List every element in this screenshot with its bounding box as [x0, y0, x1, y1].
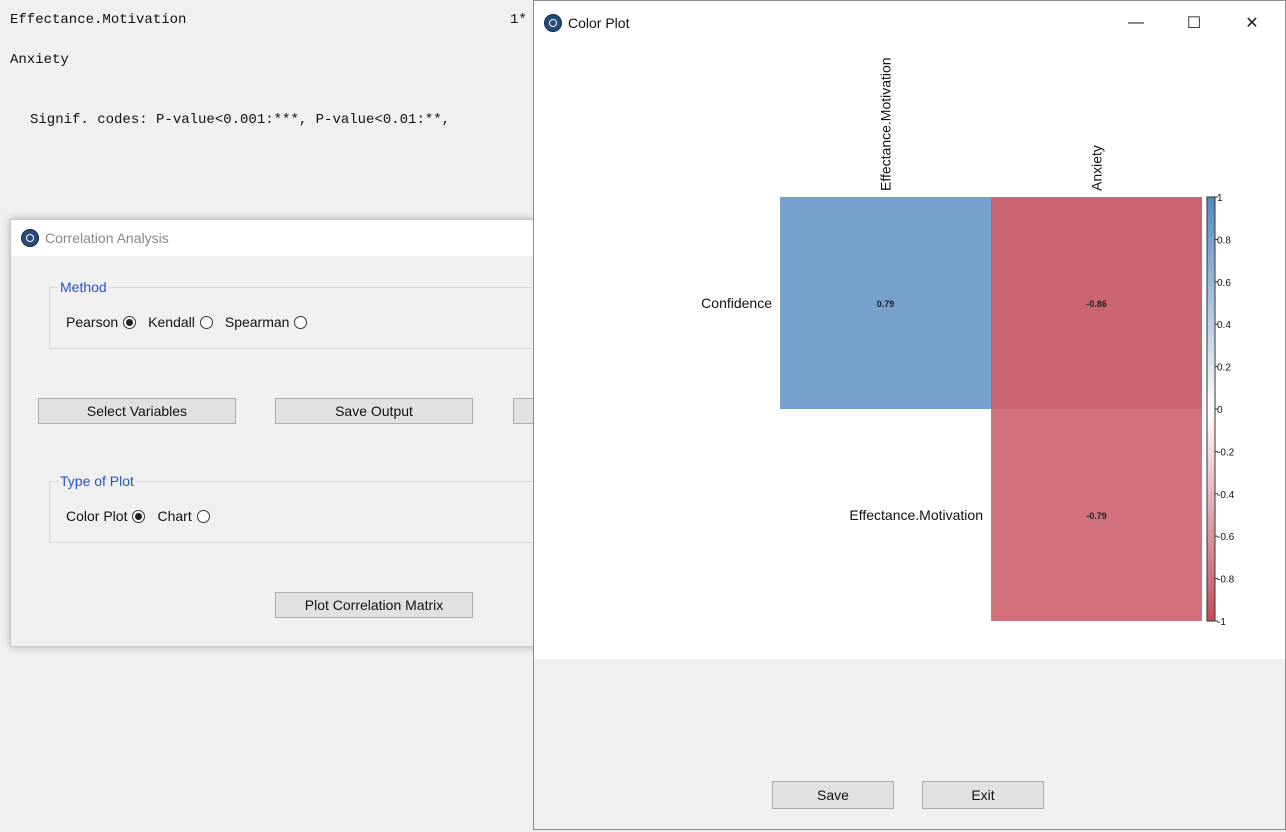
method-groupbox: Method Pearson Kendall Spearman	[49, 279, 549, 349]
colorbar-tick-label: -0.6	[1217, 532, 1235, 543]
radio-color-plot[interactable]	[132, 509, 146, 523]
heatmap-cell	[780, 197, 991, 409]
colorbar	[1206, 196, 1216, 622]
plot-type-radio-row: Color Plot Chart	[66, 508, 222, 524]
plot-type-color[interactable]: Color Plot	[66, 508, 146, 524]
plot-type-legend: Type of Plot	[58, 473, 136, 489]
colorbar-tick-label: 0.4	[1217, 320, 1231, 331]
heatmap-cell-label: -0.86	[1086, 299, 1107, 309]
method-spearman[interactable]: Spearman	[225, 314, 308, 330]
color-plot-titlebar[interactable]: Color Plot — ☐ ✕	[534, 1, 1285, 45]
method-spearman-label: Spearman	[224, 314, 290, 330]
column-label: Effectance.Motivation	[878, 57, 894, 191]
select-variables-button[interactable]: Select Variables	[38, 398, 236, 424]
correlation-heatmap: 0.79 -0.86 -0.79 Effectance.Motivation Anxie…	[701, 57, 1235, 628]
color-plot-title: Color Plot	[568, 15, 630, 31]
colorbar-tick-label: -1	[1217, 617, 1226, 628]
console-line-effectance: Effectance.Motivation	[10, 12, 187, 28]
console-line-value: 1*	[510, 12, 527, 28]
plot-type-chart[interactable]: Chart	[157, 508, 210, 524]
colorbar-tick-label: 0.2	[1217, 363, 1231, 374]
colorbar-tick-label: 1	[1217, 193, 1223, 204]
method-pearson-label: Pearson	[66, 314, 119, 330]
console-line-anxiety: Anxiety	[10, 52, 69, 68]
radio-spearman[interactable]	[294, 315, 308, 329]
app-logo-icon	[21, 229, 39, 247]
console-signif-codes: Signif. codes: P-value<0.001:***, P-valu…	[30, 112, 451, 128]
correlation-window-title: Correlation Analysis	[45, 230, 169, 246]
plot-type-chart-label: Chart	[157, 508, 192, 524]
plot-type-color-label: Color Plot	[66, 508, 128, 524]
save-output-button[interactable]: Save Output	[275, 398, 473, 424]
heatmap-cell-label: 0.79	[877, 299, 895, 309]
method-pearson[interactable]: Pearson	[66, 314, 137, 330]
plot-correlation-matrix-button[interactable]: Plot Correlation Matrix	[275, 592, 473, 618]
correlation-window-titlebar[interactable]: Correlation Analysis	[11, 220, 551, 256]
exit-button[interactable]: Exit	[922, 781, 1044, 809]
colorbar-tick-label: 0	[1217, 405, 1223, 416]
plot-area: 0.79 -0.86 -0.79 Effectance.Motivation Anxie…	[534, 45, 1285, 659]
minimize-icon[interactable]: —	[1128, 14, 1144, 31]
correlation-analysis-window: Correlation Analysis Method Pearson Kend…	[10, 219, 552, 647]
method-radio-row: Pearson Kendall Spearman	[66, 314, 319, 330]
close-icon[interactable]: ✕	[1245, 15, 1259, 32]
plot-type-groupbox: Type of Plot Color Plot Chart	[49, 473, 549, 543]
row-label: Confidence	[701, 295, 772, 311]
colorbar-tick-label: -0.8	[1217, 575, 1235, 586]
method-legend: Method	[58, 279, 109, 295]
colorbar-tick-label: 0.8	[1217, 235, 1231, 246]
app-logo-icon	[544, 14, 562, 32]
radio-pearson[interactable]	[123, 315, 137, 329]
radio-kendall[interactable]	[199, 315, 213, 329]
method-kendall[interactable]: Kendall	[148, 314, 213, 330]
row-label: Effectance.Motivation	[849, 507, 983, 523]
method-kendall-label: Kendall	[148, 314, 195, 330]
colorbar-tick-label: 0.6	[1217, 278, 1231, 289]
colorbar-tick-label: -0.2	[1217, 447, 1235, 458]
colorbar-tick-label: -0.4	[1217, 490, 1235, 501]
save-button[interactable]: Save	[772, 781, 894, 809]
color-plot-window: Color Plot — ☐ ✕ 0.79 -0.86 -0.79 Effectanc…	[533, 0, 1286, 830]
heatmap-cell	[991, 197, 1202, 409]
maximize-icon[interactable]: ☐	[1186, 15, 1202, 32]
radio-chart[interactable]	[196, 509, 210, 523]
heatmap-cell-label: -0.79	[1086, 511, 1107, 521]
column-label: Anxiety	[1089, 145, 1105, 191]
heatmap-cell	[991, 409, 1202, 621]
